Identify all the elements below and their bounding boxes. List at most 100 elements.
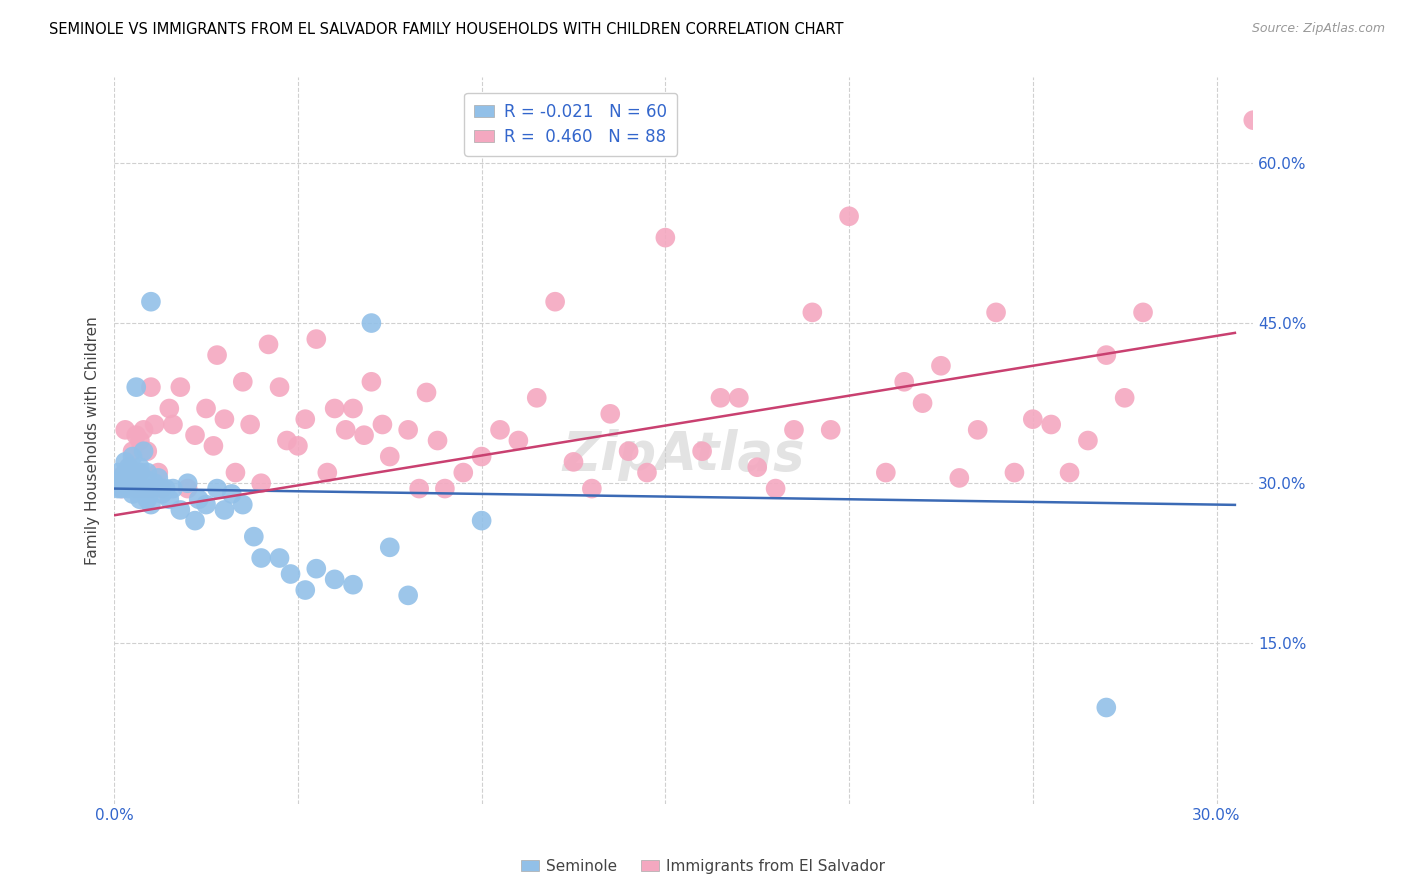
Point xyxy=(1004,466,1026,480)
Point xyxy=(342,577,364,591)
Point xyxy=(911,396,934,410)
Point xyxy=(162,482,184,496)
Point xyxy=(143,476,166,491)
Point xyxy=(139,498,162,512)
Point xyxy=(129,460,152,475)
Point xyxy=(121,466,143,480)
Point xyxy=(155,482,177,496)
Point xyxy=(169,380,191,394)
Point xyxy=(162,417,184,432)
Point xyxy=(269,380,291,394)
Point xyxy=(581,482,603,496)
Point xyxy=(801,305,824,319)
Point xyxy=(176,476,198,491)
Point xyxy=(747,460,769,475)
Point xyxy=(114,466,136,480)
Point xyxy=(243,530,266,544)
Point xyxy=(508,434,530,448)
Point xyxy=(360,316,382,330)
Point xyxy=(426,434,449,448)
Text: SEMINOLE VS IMMIGRANTS FROM EL SALVADOR FAMILY HOUSEHOLDS WITH CHILDREN CORRELAT: SEMINOLE VS IMMIGRANTS FROM EL SALVADOR … xyxy=(49,22,844,37)
Point xyxy=(118,460,141,475)
Point xyxy=(1040,417,1063,432)
Point xyxy=(526,391,548,405)
Point xyxy=(323,573,346,587)
Point xyxy=(125,482,148,496)
Point xyxy=(966,423,988,437)
Point xyxy=(893,375,915,389)
Point xyxy=(984,305,1007,319)
Point xyxy=(148,466,170,480)
Point xyxy=(929,359,952,373)
Point xyxy=(820,423,842,437)
Point xyxy=(132,423,155,437)
Point xyxy=(617,444,640,458)
Point xyxy=(378,541,401,555)
Point xyxy=(636,466,658,480)
Point xyxy=(110,471,132,485)
Point xyxy=(205,348,228,362)
Point xyxy=(294,582,316,597)
Point xyxy=(239,417,262,432)
Point xyxy=(129,482,152,496)
Point xyxy=(121,450,143,464)
Point xyxy=(471,450,494,464)
Point xyxy=(562,455,585,469)
Point xyxy=(157,492,180,507)
Point xyxy=(139,380,162,394)
Point xyxy=(654,230,676,244)
Point xyxy=(136,476,159,491)
Point xyxy=(214,503,236,517)
Point xyxy=(415,385,437,400)
Point xyxy=(187,492,209,507)
Text: ZipAtlas: ZipAtlas xyxy=(562,429,806,481)
Point xyxy=(129,466,152,480)
Point xyxy=(371,417,394,432)
Point xyxy=(489,423,512,437)
Point xyxy=(948,471,970,485)
Point xyxy=(250,551,273,566)
Point xyxy=(269,551,291,566)
Text: Source: ZipAtlas.com: Source: ZipAtlas.com xyxy=(1251,22,1385,36)
Point xyxy=(132,482,155,496)
Point xyxy=(125,428,148,442)
Point xyxy=(396,423,419,437)
Point xyxy=(765,482,787,496)
Point xyxy=(118,471,141,485)
Point xyxy=(143,417,166,432)
Point xyxy=(408,482,430,496)
Point xyxy=(378,450,401,464)
Point xyxy=(139,482,162,496)
Point xyxy=(136,444,159,458)
Point xyxy=(690,444,713,458)
Point xyxy=(202,439,225,453)
Point xyxy=(451,466,474,480)
Legend: R = -0.021   N = 60, R =  0.460   N = 88: R = -0.021 N = 60, R = 0.460 N = 88 xyxy=(464,93,678,156)
Point xyxy=(195,498,218,512)
Point xyxy=(118,482,141,496)
Point xyxy=(1022,412,1045,426)
Point xyxy=(107,471,129,485)
Point xyxy=(1241,113,1264,128)
Point xyxy=(139,482,162,496)
Point xyxy=(838,209,860,223)
Point xyxy=(129,466,152,480)
Point xyxy=(107,482,129,496)
Point xyxy=(875,466,897,480)
Point xyxy=(148,471,170,485)
Point xyxy=(544,294,567,309)
Point xyxy=(150,482,173,496)
Point xyxy=(132,471,155,485)
Point xyxy=(294,412,316,426)
Point xyxy=(114,423,136,437)
Point xyxy=(305,332,328,346)
Point xyxy=(114,455,136,469)
Point xyxy=(129,492,152,507)
Point xyxy=(342,401,364,416)
Point xyxy=(323,401,346,416)
Point xyxy=(1077,434,1099,448)
Point xyxy=(114,466,136,480)
Point xyxy=(396,588,419,602)
Point xyxy=(221,487,243,501)
Point xyxy=(121,487,143,501)
